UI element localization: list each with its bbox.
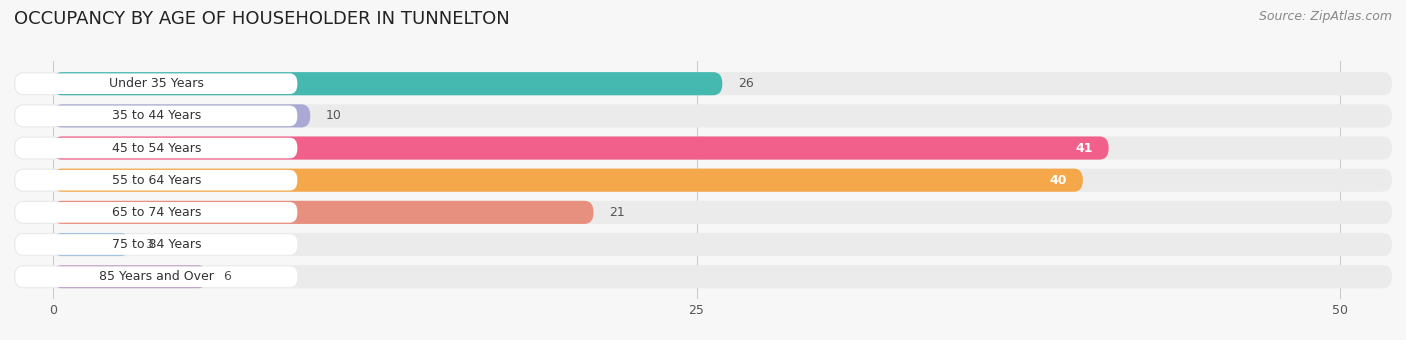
FancyBboxPatch shape [52,104,311,128]
FancyBboxPatch shape [52,72,723,95]
Text: 26: 26 [738,77,754,90]
FancyBboxPatch shape [15,138,297,158]
FancyBboxPatch shape [14,104,1392,128]
FancyBboxPatch shape [14,233,1392,256]
Text: 85 Years and Over: 85 Years and Over [98,270,214,283]
FancyBboxPatch shape [14,201,1392,224]
FancyBboxPatch shape [14,265,1392,288]
Text: 41: 41 [1076,141,1094,155]
FancyBboxPatch shape [15,202,297,223]
FancyBboxPatch shape [52,136,1109,159]
FancyBboxPatch shape [15,267,297,287]
Text: 35 to 44 Years: 35 to 44 Years [111,109,201,122]
Text: 6: 6 [222,270,231,283]
Text: 10: 10 [326,109,342,122]
FancyBboxPatch shape [15,170,297,190]
Text: 21: 21 [609,206,624,219]
FancyBboxPatch shape [15,106,297,126]
Text: Source: ZipAtlas.com: Source: ZipAtlas.com [1258,10,1392,23]
FancyBboxPatch shape [52,265,207,288]
Text: 75 to 84 Years: 75 to 84 Years [111,238,201,251]
Text: 40: 40 [1050,174,1067,187]
FancyBboxPatch shape [14,136,1392,159]
Text: 45 to 54 Years: 45 to 54 Years [111,141,201,155]
FancyBboxPatch shape [52,201,593,224]
FancyBboxPatch shape [15,234,297,255]
FancyBboxPatch shape [14,169,1392,192]
Text: OCCUPANCY BY AGE OF HOUSEHOLDER IN TUNNELTON: OCCUPANCY BY AGE OF HOUSEHOLDER IN TUNNE… [14,10,510,28]
Text: Under 35 Years: Under 35 Years [108,77,204,90]
FancyBboxPatch shape [14,72,1392,95]
Text: 3: 3 [145,238,153,251]
FancyBboxPatch shape [52,169,1083,192]
FancyBboxPatch shape [52,233,129,256]
Text: 55 to 64 Years: 55 to 64 Years [111,174,201,187]
FancyBboxPatch shape [15,73,297,94]
Text: 65 to 74 Years: 65 to 74 Years [111,206,201,219]
